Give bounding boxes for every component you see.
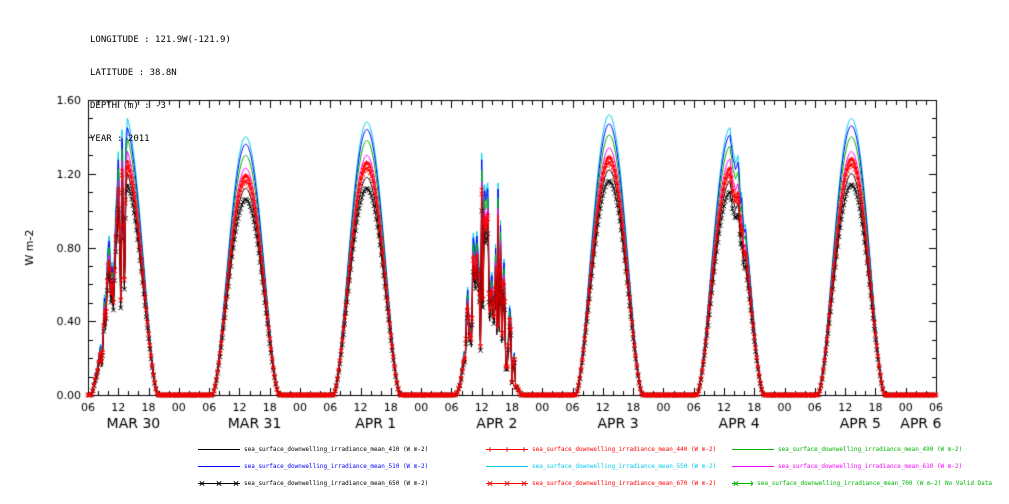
metadata-block: LONGITUDE : 121.9W(-121.9) LATITUDE : 38… [90,13,231,167]
legend-label-650: sea_surface_downwelling_irradiance_mean_… [244,480,429,487]
meta-year: YEAR : 2011 [90,134,150,144]
legend-item-700: sea_surface_downwelling_irradiance_mean_… [732,479,992,488]
meta-depth: DEPTH (m) : -3 [90,101,166,111]
legend-item-610: sea_surface_downwelling_irradiance_mean_… [732,462,992,471]
legend-sample-line [732,466,774,467]
legend-sample-line [732,449,774,450]
legend-item-650: sea_surface_downwelling_irradiance_mean_… [198,479,486,488]
meta-latitude: LATITUDE : 38.8N [90,68,177,78]
legend-item-490: sea_surface_downwelling_irradiance_mean_… [732,445,992,454]
chart-legend: sea_surface_downwelling_irradiance_mean_… [198,441,992,492]
legend-label-670: sea_surface_downwelling_irradiance_mean_… [532,480,717,487]
legend-item-440: sea_surface_downwelling_irradiance_mean_… [486,445,732,454]
legend-label-550: sea_surface_downwelling_irradiance_mean_… [532,463,717,470]
legend-sample-line [486,466,528,467]
meta-longitude: LONGITUDE : 121.9W(-121.9) [90,35,231,45]
legend-label-510: sea_surface_downwelling_irradiance_mean_… [244,463,429,470]
legend-sample-line [198,480,240,487]
legend-label-610: sea_surface_downwelling_irradiance_mean_… [778,463,963,470]
legend-sample-line [732,480,754,487]
legend-sample-line [486,480,528,487]
legend-label-440: sea_surface_downwelling_irradiance_mean_… [532,446,717,453]
legend-item-410: sea_surface_downwelling_irradiance_mean_… [198,445,486,454]
legend-sample-line [198,466,240,467]
legend-item-550: sea_surface_downwelling_irradiance_mean_… [486,462,732,471]
legend-label-700: sea_surface_downwelling_irradiance_mean_… [757,480,992,487]
legend-label-490: sea_surface_downwelling_irradiance_mean_… [778,446,963,453]
legend-sample-line [486,447,528,452]
legend-item-670: sea_surface_downwelling_irradiance_mean_… [486,479,732,488]
legend-item-510: sea_surface_downwelling_irradiance_mean_… [198,462,486,471]
legend-sample-line [198,449,240,450]
legend-label-410: sea_surface_downwelling_irradiance_mean_… [244,446,429,453]
